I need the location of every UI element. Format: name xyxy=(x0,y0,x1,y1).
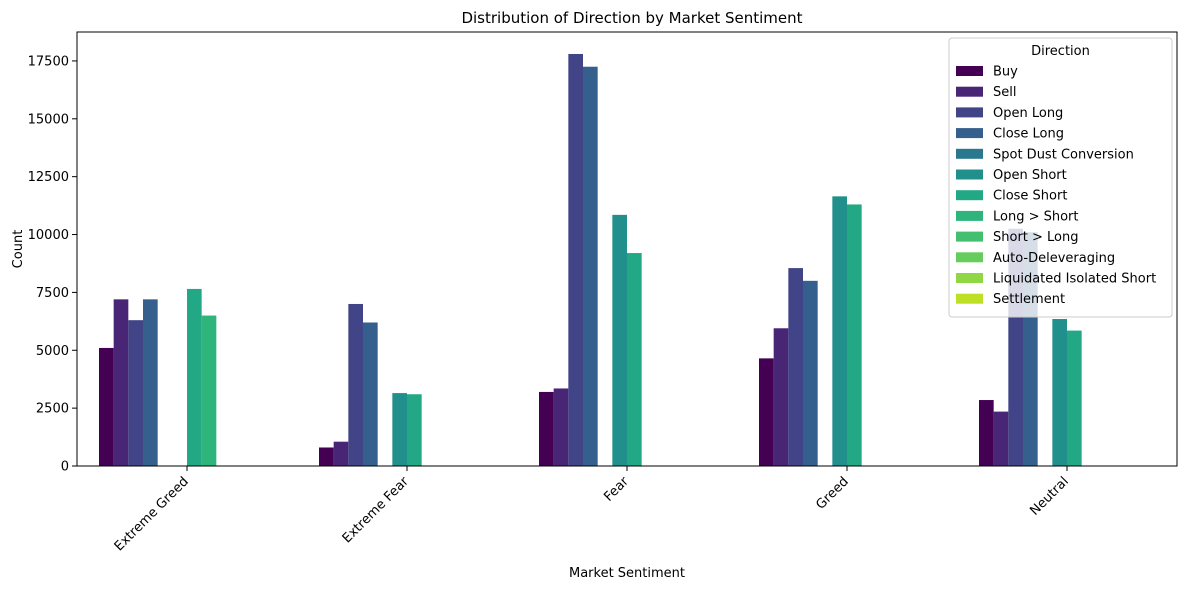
bar-buy-fear xyxy=(539,391,554,466)
legend-label: Auto-Deleveraging xyxy=(993,251,1115,266)
y-tick-label: 5000 xyxy=(36,344,69,359)
bar-open-short-fear xyxy=(612,214,627,466)
legend-label: Open Long xyxy=(993,106,1063,121)
bar-open-long-fear xyxy=(568,53,583,467)
legend-swatch xyxy=(956,107,983,118)
bar-buy-neutral xyxy=(979,400,994,466)
legend-label: Spot Dust Conversion xyxy=(993,147,1134,162)
legend-swatch xyxy=(956,128,983,139)
bar-sell-extreme-fear xyxy=(333,441,349,466)
y-tick-label: 2500 xyxy=(36,402,69,417)
x-tick-label: Greed xyxy=(813,474,851,512)
y-tick-label: 10000 xyxy=(28,228,69,243)
y-axis: 0 2500 5000 7500 10000 12500 15000 17500 xyxy=(28,54,77,475)
bar-close-short-extreme-greed xyxy=(187,288,202,466)
legend-swatch xyxy=(956,66,983,76)
bar-sell-extreme-greed xyxy=(113,299,129,466)
legend-label: Short > Long xyxy=(993,230,1079,245)
bar-sell-fear xyxy=(553,388,569,466)
bar-open-long-extreme-greed xyxy=(128,320,143,466)
legend-label: Liquidated Isolated Short xyxy=(993,272,1156,287)
legend-swatch xyxy=(956,148,983,159)
bar-sell-greed xyxy=(773,328,789,466)
y-tick-label: 7500 xyxy=(36,286,69,301)
legend-swatch xyxy=(956,210,983,221)
legend: Direction Buy Sell Open Long Close Long Spot … xyxy=(948,37,1173,318)
bar-close-short-fear xyxy=(627,253,642,466)
y-tick-label: 0 xyxy=(61,460,69,475)
y-axis-title: Count xyxy=(11,230,26,269)
legend-label: Sell xyxy=(993,85,1016,100)
x-axis-title: Market Sentiment xyxy=(569,566,685,581)
bar-close-long-extreme-fear xyxy=(363,322,378,466)
bar-open-short-greed xyxy=(832,196,847,466)
legend-swatch xyxy=(956,169,983,180)
bar-close-long-extreme-greed xyxy=(143,299,158,466)
legend-label: Open Short xyxy=(993,168,1067,183)
legend-label: Close Short xyxy=(993,189,1067,204)
chart-title: Distribution of Direction by Market Sent… xyxy=(461,9,802,27)
bar-close-long-greed xyxy=(803,280,818,466)
bar-buy-extreme-fear xyxy=(319,447,334,466)
bar-buy-greed xyxy=(759,358,774,466)
bar-close-short-extreme-fear xyxy=(407,394,422,466)
legend-title: Direction xyxy=(1031,44,1090,59)
y-tick-label: 17500 xyxy=(28,54,69,69)
bar-close-short-greed xyxy=(847,204,862,466)
x-tick-label: Neutral xyxy=(1027,474,1072,519)
bar-open-long-greed xyxy=(788,268,803,466)
y-tick-label: 15000 xyxy=(28,112,69,127)
legend-label: Settlement xyxy=(993,292,1065,307)
x-tick-label: Extreme Greed xyxy=(112,474,192,554)
bar-sell-neutral xyxy=(993,411,1009,466)
bar-close-long-fear xyxy=(583,66,598,466)
legend-swatch xyxy=(956,273,983,283)
x-tick-label: Extreme Fear xyxy=(340,474,413,547)
legend-swatch xyxy=(956,231,983,242)
legend-label: Long > Short xyxy=(993,209,1079,224)
bar-open-short-extreme-fear xyxy=(392,393,407,466)
legend-swatch xyxy=(956,252,983,263)
legend-swatch xyxy=(956,86,983,97)
x-axis: Extreme Greed Extreme Fear Fear Greed Neutra… xyxy=(112,466,1072,554)
bar-open-long-extreme-fear xyxy=(348,303,363,466)
bar-long-short-extreme-greed xyxy=(201,315,217,466)
x-tick-label: Fear xyxy=(601,474,632,505)
y-tick-label: 12500 xyxy=(28,170,69,185)
bar-buy-extreme-greed xyxy=(99,347,114,466)
bar-open-short-neutral xyxy=(1052,319,1067,466)
bar-close-short-neutral xyxy=(1067,330,1082,466)
bars xyxy=(99,53,1126,467)
legend-swatch xyxy=(956,190,983,201)
legend-label: Close Long xyxy=(993,127,1064,142)
legend-label: Buy xyxy=(993,65,1018,80)
legend-swatch xyxy=(956,293,983,304)
legend-box xyxy=(948,37,1173,318)
